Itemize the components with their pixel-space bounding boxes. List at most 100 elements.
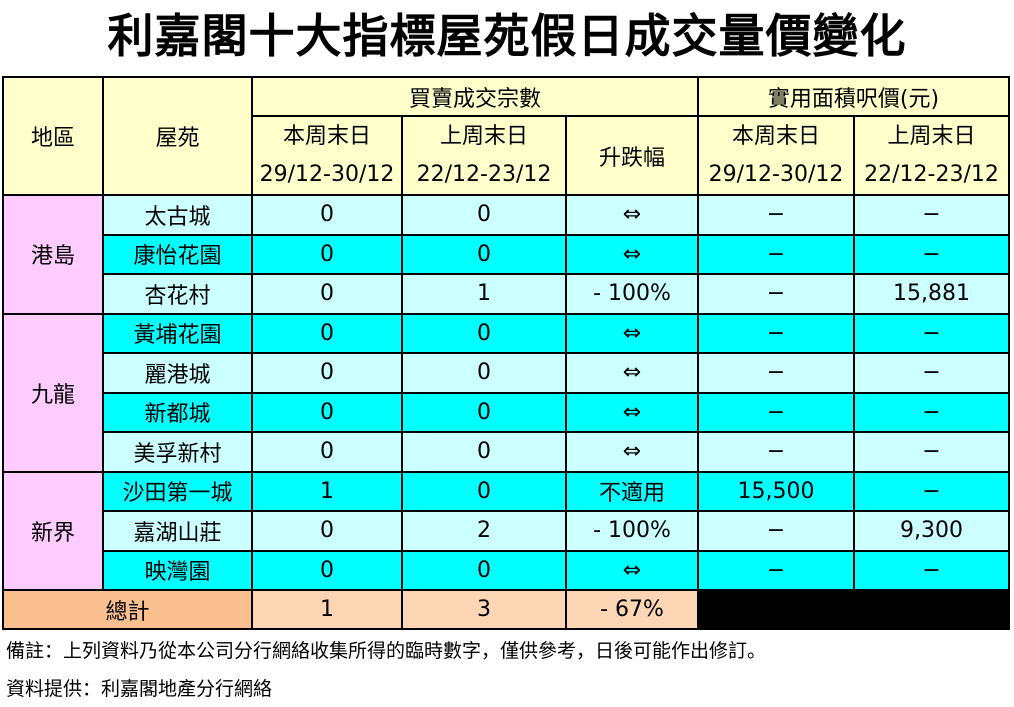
table-row: 港島 太古城 0 0 ⇔ − − xyxy=(2,194,1011,315)
change-cell: ⇔ xyxy=(565,549,699,591)
this-weekend-tx-cell: 0 xyxy=(251,431,403,473)
this-weekend-price-cell: − xyxy=(697,312,855,354)
last-weekend-tx-cell: 0 xyxy=(401,352,567,394)
header-label: 本周末日 xyxy=(282,123,371,149)
last-weekend-tx-cell: 0 xyxy=(401,431,567,473)
total-change: - 67% xyxy=(565,589,699,630)
last-weekend-price-cell: − xyxy=(852,431,1011,473)
header-dates: 29/12-30/12 xyxy=(259,161,395,187)
this-weekend-price-cell: − xyxy=(697,391,855,433)
table-row: 麗港城 0 0 ⇔ − − xyxy=(3,352,1011,394)
this-weekend-price-cell: − xyxy=(697,352,855,394)
this-weekend-tx-cell: 0 xyxy=(251,233,403,275)
table-row: 美孚新村 0 0 ⇔ − − xyxy=(3,431,1011,473)
header-last-weekend-tx: 上周末日 22/12-23/12 xyxy=(401,115,567,196)
this-weekend-price-cell: − xyxy=(697,431,855,473)
last-weekend-tx-cell: 1 xyxy=(401,273,567,315)
this-weekend-tx-cell: 0 xyxy=(251,273,403,315)
change-cell: ⇔ xyxy=(565,194,699,236)
header-dates: 22/12-23/12 xyxy=(416,161,552,187)
estate-cell: 黃埔花園 xyxy=(102,312,253,354)
source-note: 資料提供：利嘉閣地產分行網絡 xyxy=(6,678,273,700)
last-weekend-price-cell: − xyxy=(852,391,1011,433)
last-weekend-tx-cell: 0 xyxy=(401,549,567,591)
this-weekend-tx-cell: 0 xyxy=(251,194,403,236)
change-cell: - 100% xyxy=(565,273,699,315)
header-this-weekend-tx: 本周末日 29/12-30/12 xyxy=(251,115,403,196)
header-price-group: 實用面積呎價(元) xyxy=(696,76,1011,117)
total-row: 總計 1 3 - 67% xyxy=(2,589,1011,630)
last-weekend-price-cell: − xyxy=(852,194,1011,236)
total-this-tx: 1 xyxy=(251,589,403,630)
change-cell: - 100% xyxy=(565,510,699,552)
change-cell: ⇔ xyxy=(565,431,699,473)
last-weekend-tx-cell: 0 xyxy=(401,312,567,354)
change-cell: 不適用 xyxy=(565,470,699,512)
last-weekend-tx-cell: 0 xyxy=(401,391,567,433)
last-weekend-price-cell: − xyxy=(852,470,1011,512)
table-row: 新界 沙田第一城 1 0 不適用 15,500− xyxy=(2,470,1011,591)
district-cell: 港島 xyxy=(2,194,104,315)
district-cell: 新界 xyxy=(2,470,104,591)
header-last-weekend-price: 上周末日 22/12-23/12 xyxy=(852,115,1011,196)
last-weekend-price-cell: 15,881 xyxy=(852,273,1011,315)
estate-cell: 映灣園 xyxy=(102,549,253,591)
this-weekend-tx-cell: 0 xyxy=(251,391,403,433)
change-cell: ⇔ xyxy=(565,233,699,275)
this-weekend-tx-cell: 1 xyxy=(251,470,403,512)
this-weekend-price-cell: − xyxy=(697,549,855,591)
estate-cell: 康怡花園 xyxy=(102,233,253,275)
this-weekend-price-cell: − xyxy=(697,233,855,275)
header-district: 地區 xyxy=(2,76,104,196)
table-row: 康怡花園 0 0 ⇔ − − xyxy=(3,233,1011,275)
estate-cell: 美孚新村 xyxy=(102,431,253,473)
estate-cell: 太古城 xyxy=(102,194,253,236)
header-dates: 29/12-30/12 xyxy=(708,161,844,187)
header-label: 上周末日 xyxy=(887,123,976,149)
change-cell: ⇔ xyxy=(565,391,699,433)
last-weekend-price-cell: − xyxy=(852,233,1011,275)
district-cell: 九龍 xyxy=(2,312,104,473)
transactions-table: 地區 屋苑 買賣成交宗數 實用面積呎價(元) 本周末日 29/12-30/12 上… xyxy=(2,76,1011,630)
this-weekend-tx-cell: 0 xyxy=(251,312,403,354)
total-last-tx: 3 xyxy=(401,589,567,630)
page-title: 利嘉閣十大指標屋苑假日成交量價變化 xyxy=(107,9,907,63)
last-weekend-tx-cell: 0 xyxy=(401,470,567,512)
this-weekend-price-cell: − xyxy=(697,194,855,236)
this-weekend-tx-cell: 0 xyxy=(251,510,403,552)
estate-cell: 嘉湖山莊 xyxy=(102,510,253,552)
table-row: 杏花村 0 1- 100% −15,881 xyxy=(3,273,1011,315)
last-weekend-tx-cell: 2 xyxy=(401,510,567,552)
total-label: 總計 xyxy=(2,589,253,630)
header-dates: 22/12-23/12 xyxy=(864,161,999,187)
this-weekend-price-cell: − xyxy=(697,273,855,315)
header-estate: 屋苑 xyxy=(102,76,253,196)
change-cell: ⇔ xyxy=(565,312,699,354)
change-cell: ⇔ xyxy=(565,352,699,394)
last-weekend-price-cell: 9,300 xyxy=(852,510,1011,552)
header-label: 上周末日 xyxy=(439,123,528,149)
last-weekend-price-cell: − xyxy=(852,549,1011,591)
this-weekend-tx-cell: 0 xyxy=(251,352,403,394)
last-weekend-tx-cell: 0 xyxy=(401,194,567,236)
table-row: 嘉湖山莊 0 2- 100% −9,300 xyxy=(3,510,1011,552)
blank-cell xyxy=(696,589,1011,630)
table-row: 新都城 0 0 ⇔ − − xyxy=(3,391,1011,433)
header-change: 升跌幅 xyxy=(565,115,699,196)
table-row: 映灣園 0 0 ⇔ − − xyxy=(3,549,1011,591)
last-weekend-price-cell: − xyxy=(852,352,1011,394)
last-weekend-tx-cell: 0 xyxy=(401,233,567,275)
this-weekend-tx-cell: 0 xyxy=(251,549,403,591)
estate-cell: 新都城 xyxy=(102,391,253,433)
header-transactions-group: 買賣成交宗數 xyxy=(251,76,699,117)
this-weekend-price-cell: 15,500 xyxy=(697,470,855,512)
last-weekend-price-cell: − xyxy=(852,312,1011,354)
remark-note: 備註：上列資料乃從本公司分行網絡收集所得的臨時數字，僅供參考，日後可能作出修訂。 xyxy=(6,640,767,662)
table-row: 九龍 黃埔花園 0 0 ⇔ − − xyxy=(2,312,1011,473)
estate-cell: 沙田第一城 xyxy=(102,470,253,512)
header-label: 本周末日 xyxy=(731,123,820,149)
estate-cell: 杏花村 xyxy=(102,273,253,315)
this-weekend-price-cell: − xyxy=(697,510,855,552)
header-this-weekend-price: 本周末日 29/12-30/12 xyxy=(697,115,855,196)
estate-cell: 麗港城 xyxy=(102,352,253,394)
